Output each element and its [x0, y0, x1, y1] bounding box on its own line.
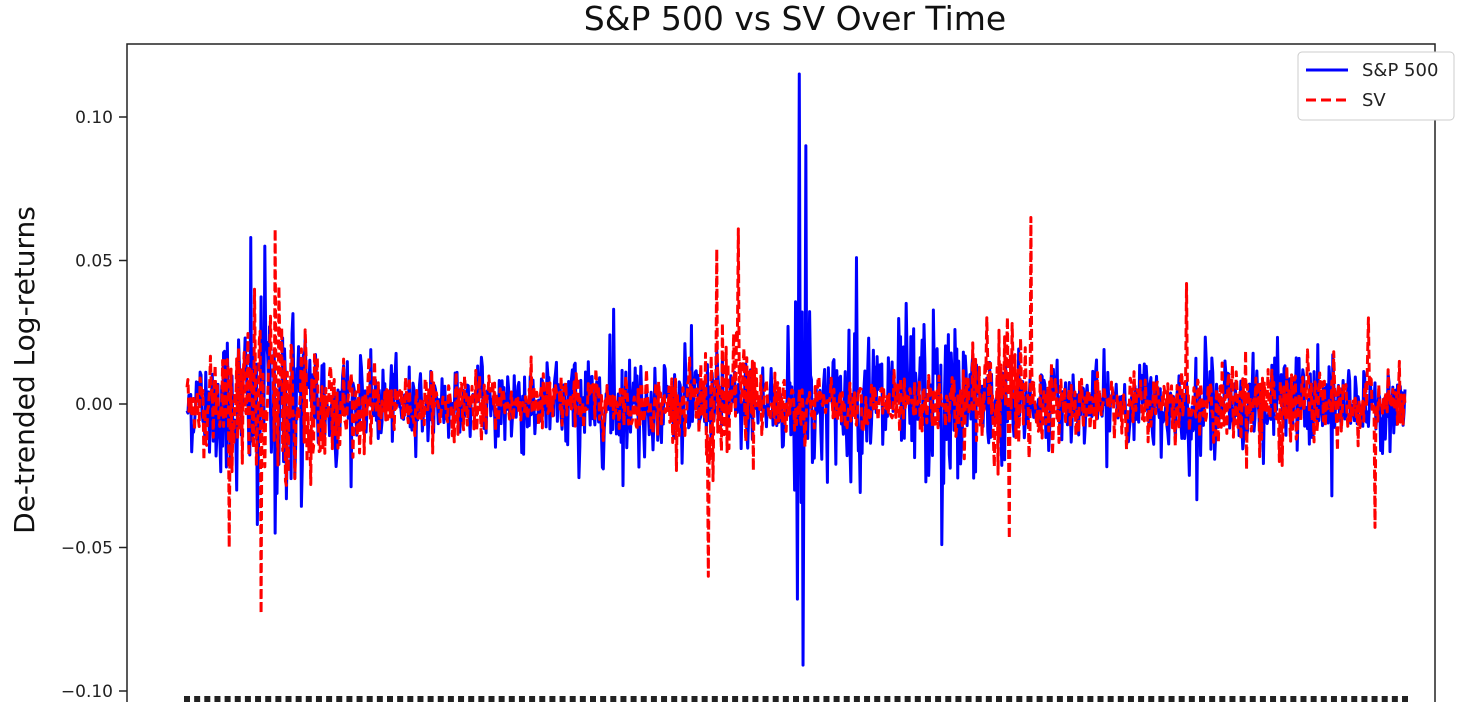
- legend-label-sp500: S&P 500: [1362, 60, 1438, 81]
- chart-title: S&P 500 vs SV Over Time: [584, 0, 1006, 38]
- y-tick-label: −0.10: [61, 682, 113, 702]
- legend: S&P 500 SV: [1297, 51, 1455, 121]
- series-line-sp500: [185, 72, 1407, 667]
- plot-frame: [126, 43, 1436, 702]
- y-tick-label: 0.10: [75, 108, 113, 128]
- y-tick-label: 0.05: [75, 252, 113, 272]
- series-line-sv: [185, 215, 1407, 616]
- x-ticks: [184, 696, 1408, 702]
- y-ticks: 0.10 0.05 0.00 −0.05 −0.10: [61, 108, 127, 702]
- y-axis-label: De-trended Log-returns: [8, 206, 41, 534]
- y-tick-label: 0.00: [75, 395, 113, 415]
- y-tick-label: −0.05: [61, 539, 113, 559]
- series-layer: [185, 72, 1407, 667]
- legend-label-sv: SV: [1362, 90, 1386, 111]
